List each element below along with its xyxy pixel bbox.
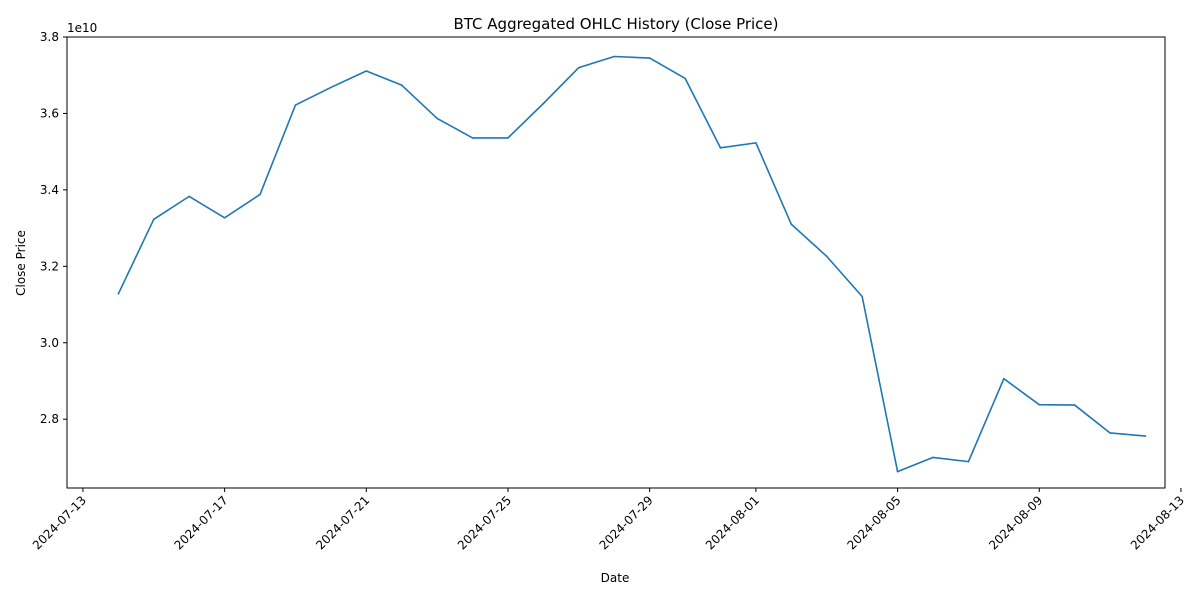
data-point: [932, 456, 934, 459]
data-point: [365, 70, 368, 72]
data-point: [790, 223, 793, 226]
x-axis-label: Date: [601, 571, 630, 585]
data-point: [825, 255, 828, 258]
data-point: [223, 216, 226, 219]
data-point: [613, 55, 616, 58]
y-tick-label: 3.6: [40, 106, 59, 120]
data-point: [896, 470, 899, 473]
data-point: [719, 147, 722, 149]
axes-frame: [66, 36, 1166, 489]
chart-title: BTC Aggregated OHLC History (Close Price…: [453, 15, 778, 33]
y-tick-label: 3.4: [40, 183, 59, 197]
series-line: [117, 55, 1146, 473]
data-point: [648, 57, 651, 59]
data-point: [967, 460, 970, 463]
y-tick-label: 3.8: [40, 30, 59, 44]
y-offset-label: 1e10: [67, 21, 97, 35]
data-point: [471, 137, 474, 139]
data-point: [755, 142, 757, 144]
data-point: [1038, 403, 1041, 406]
data-point: [578, 66, 580, 69]
data-point: [542, 102, 545, 105]
data-point: [1073, 404, 1076, 406]
data-point: [259, 193, 261, 196]
data-point: [507, 137, 509, 139]
data-point: [861, 295, 863, 298]
y-axis-label: Close Price: [14, 230, 28, 296]
data-point: [294, 104, 297, 106]
data-point: [330, 86, 332, 89]
y-tick-label: 3.0: [40, 336, 59, 350]
data-point: [117, 293, 120, 295]
data-point: [1003, 377, 1005, 380]
y-tick-label: 3.2: [40, 259, 59, 273]
data-point: [152, 218, 155, 221]
data-point: [188, 195, 190, 198]
y-tick-label: 2.8: [40, 412, 59, 426]
data-point: [684, 77, 686, 80]
data-point: [436, 117, 438, 120]
data-point: [1144, 435, 1147, 437]
data-point: [1109, 432, 1111, 434]
data-point: [400, 84, 403, 86]
